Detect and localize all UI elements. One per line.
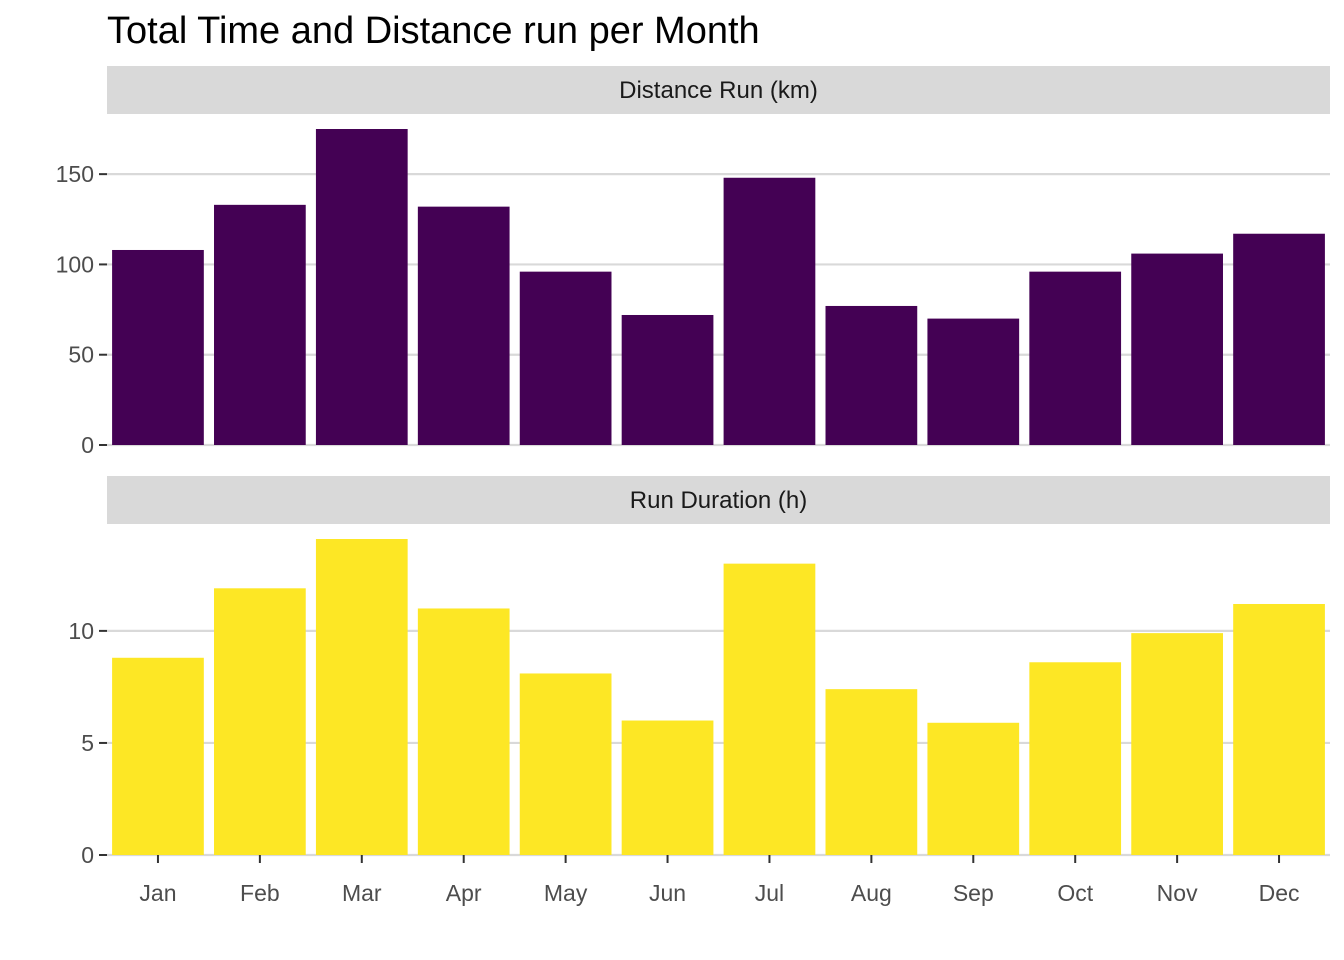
bar-feb — [214, 588, 306, 855]
bar-nov — [1131, 633, 1223, 855]
x-tick-label: May — [544, 880, 588, 906]
chart-title: Total Time and Distance run per Month — [107, 10, 760, 52]
y-tick-label: 10 — [68, 618, 94, 644]
bar-sep — [927, 722, 1020, 855]
bar-oct — [1029, 271, 1122, 445]
bar-may — [519, 271, 612, 445]
bar-dec — [1233, 233, 1325, 445]
y-tick-label: 100 — [56, 251, 94, 277]
facet-strip-label: Run Duration (h) — [630, 487, 807, 514]
x-axis: Jan Feb Mar Apr May Jun Jul Aug Sep Oct Nov Dec — [139, 855, 1299, 906]
y-tick-label: 0 — [81, 432, 94, 458]
bar-jan — [112, 249, 204, 445]
y-tick-label: 5 — [81, 730, 94, 756]
bar-nov — [1131, 253, 1223, 445]
y-tick-label: 50 — [68, 342, 94, 368]
bar-jan — [112, 657, 204, 855]
bar-jun — [621, 314, 714, 445]
bar-apr — [417, 608, 510, 855]
bar-oct — [1029, 662, 1122, 855]
facet-strip — [107, 66, 1330, 114]
y-tick-label: 0 — [81, 842, 94, 868]
x-tick-label: Jul — [755, 880, 784, 906]
x-tick-label: Feb — [240, 880, 280, 906]
bar-jun — [621, 720, 714, 855]
facet-strip — [107, 476, 1330, 524]
bar-feb — [214, 204, 306, 445]
x-tick-label: Oct — [1057, 880, 1093, 906]
bar-apr — [417, 206, 510, 445]
x-tick-label: Jun — [649, 880, 686, 906]
bar-dec — [1233, 603, 1325, 855]
bar-mar — [315, 539, 408, 855]
bar-may — [519, 673, 612, 855]
x-tick-label: Mar — [342, 880, 382, 906]
x-tick-label: Jan — [139, 880, 176, 906]
x-tick-label: Nov — [1157, 880, 1198, 906]
panel-distance: Distance Run (km) 0 50 100 150 — [56, 66, 1330, 458]
x-tick-label: Apr — [446, 880, 482, 906]
x-tick-label: Dec — [1259, 880, 1300, 906]
y-tick-label: 150 — [56, 161, 94, 187]
bar-sep — [927, 318, 1020, 445]
bar-jul — [723, 177, 816, 446]
x-tick-label: Sep — [953, 880, 994, 906]
facet-strip-label: Distance Run (km) — [619, 77, 818, 104]
bar-mar — [315, 129, 408, 445]
bar-aug — [825, 689, 918, 855]
bar-jul — [723, 563, 816, 855]
bar-aug — [825, 305, 918, 445]
panel-duration: Run Duration (h) 0 5 10 — [68, 476, 1330, 868]
x-tick-label: Aug — [851, 880, 892, 906]
